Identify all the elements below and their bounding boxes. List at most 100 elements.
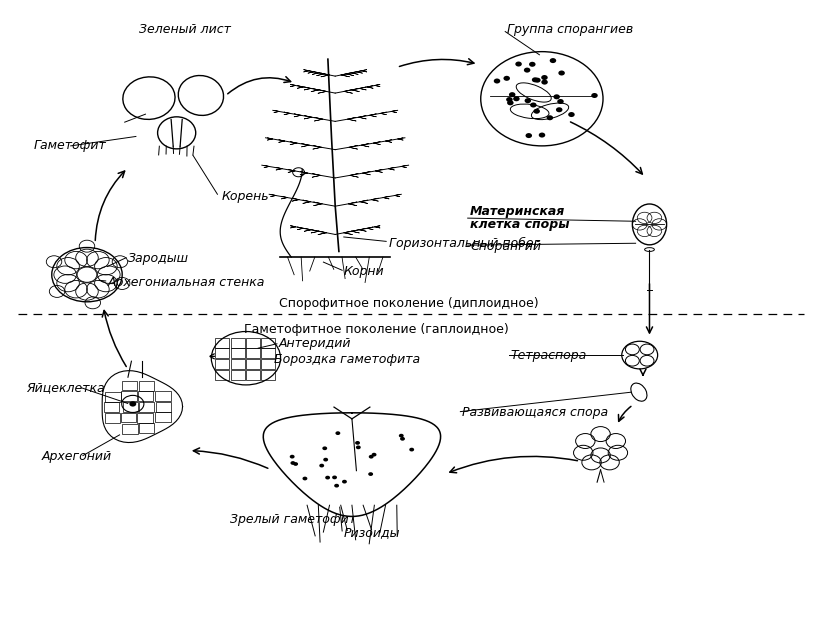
Text: Корни: Корни bbox=[344, 265, 384, 278]
Bar bbox=[231, 359, 245, 369]
Circle shape bbox=[400, 437, 405, 440]
Text: Гаметофит: Гаметофит bbox=[34, 139, 106, 152]
Text: Спорангий: Спорангий bbox=[470, 240, 542, 253]
Circle shape bbox=[542, 75, 548, 80]
Text: Зеленый лист: Зеленый лист bbox=[139, 23, 231, 36]
Circle shape bbox=[533, 109, 540, 114]
Bar bbox=[121, 391, 137, 401]
Circle shape bbox=[399, 433, 404, 437]
Bar bbox=[246, 348, 260, 358]
Bar bbox=[122, 380, 137, 391]
Text: Горизонтальный побег: Горизонтальный побег bbox=[389, 237, 540, 250]
Bar bbox=[138, 391, 154, 401]
Bar bbox=[215, 348, 230, 358]
Bar bbox=[261, 359, 275, 369]
Circle shape bbox=[303, 476, 308, 480]
Bar bbox=[106, 392, 120, 402]
Bar bbox=[155, 391, 171, 401]
Circle shape bbox=[525, 133, 532, 138]
Circle shape bbox=[326, 476, 330, 480]
Circle shape bbox=[503, 76, 510, 81]
Text: Тетраспора: Тетраспора bbox=[511, 348, 587, 362]
Text: Яйцеклетка: Яйцеклетка bbox=[26, 381, 105, 394]
Text: Развивающаяся спора: Развивающаяся спора bbox=[462, 406, 608, 420]
Circle shape bbox=[323, 457, 328, 461]
Bar bbox=[139, 380, 155, 391]
Bar bbox=[261, 348, 275, 358]
Circle shape bbox=[342, 480, 347, 483]
Bar bbox=[246, 370, 260, 380]
Bar bbox=[231, 370, 245, 380]
Circle shape bbox=[534, 78, 541, 83]
Circle shape bbox=[293, 462, 298, 466]
Text: Архегоний: Архегоний bbox=[43, 451, 112, 463]
Circle shape bbox=[290, 455, 294, 459]
Bar bbox=[156, 402, 172, 411]
Bar bbox=[261, 338, 275, 348]
Text: Ризоиды: Ризоиды bbox=[344, 526, 400, 539]
Bar bbox=[123, 424, 137, 433]
Circle shape bbox=[371, 453, 376, 457]
Circle shape bbox=[542, 80, 548, 85]
Circle shape bbox=[507, 100, 514, 105]
Bar bbox=[121, 413, 136, 422]
Text: клетка споры: клетка споры bbox=[470, 218, 569, 231]
Bar bbox=[215, 359, 230, 369]
Circle shape bbox=[524, 98, 531, 103]
Bar bbox=[139, 403, 155, 412]
Circle shape bbox=[591, 93, 598, 98]
Text: Корень: Корень bbox=[222, 190, 269, 203]
Text: Группа спорангиев: Группа спорангиев bbox=[507, 23, 633, 36]
Circle shape bbox=[494, 78, 501, 83]
Circle shape bbox=[322, 446, 327, 450]
Bar bbox=[155, 412, 171, 422]
Bar bbox=[261, 370, 275, 380]
Bar bbox=[231, 338, 245, 348]
Circle shape bbox=[355, 441, 360, 445]
Text: Спорофитное поколение (диплоидное): Спорофитное поколение (диплоидное) bbox=[279, 297, 539, 310]
Circle shape bbox=[356, 445, 361, 449]
Bar bbox=[123, 402, 138, 412]
Circle shape bbox=[524, 68, 530, 73]
Text: Антеридий: Антеридий bbox=[279, 338, 351, 350]
Circle shape bbox=[513, 97, 519, 102]
Bar bbox=[137, 413, 153, 423]
Bar bbox=[104, 402, 119, 412]
Bar bbox=[215, 338, 230, 348]
Circle shape bbox=[546, 115, 553, 121]
Circle shape bbox=[569, 112, 575, 117]
Circle shape bbox=[369, 455, 374, 459]
Circle shape bbox=[332, 476, 337, 480]
Circle shape bbox=[368, 472, 373, 476]
Circle shape bbox=[409, 448, 414, 451]
Text: Материнская: Материнская bbox=[470, 205, 565, 218]
Text: Зародыш: Зародыш bbox=[128, 252, 189, 266]
Text: Архегониальная стенка: Архегониальная стенка bbox=[107, 276, 265, 289]
Circle shape bbox=[559, 71, 565, 76]
Circle shape bbox=[509, 92, 515, 97]
Circle shape bbox=[129, 401, 137, 406]
Circle shape bbox=[515, 61, 522, 66]
Bar bbox=[105, 413, 120, 423]
Circle shape bbox=[550, 58, 556, 63]
Text: Зрелый гаметофит: Зрелый гаметофит bbox=[230, 513, 356, 526]
Circle shape bbox=[532, 78, 538, 82]
Bar bbox=[246, 338, 260, 348]
Circle shape bbox=[529, 62, 536, 67]
Bar bbox=[139, 423, 154, 433]
Circle shape bbox=[335, 484, 339, 488]
Circle shape bbox=[554, 94, 560, 99]
Circle shape bbox=[335, 431, 340, 435]
Circle shape bbox=[556, 107, 563, 112]
Bar bbox=[246, 359, 260, 369]
Text: Бороздка гаметофита: Бороздка гаметофита bbox=[275, 353, 420, 366]
Bar bbox=[215, 370, 230, 380]
Circle shape bbox=[557, 99, 564, 104]
Circle shape bbox=[506, 97, 513, 102]
Bar bbox=[231, 348, 245, 358]
Circle shape bbox=[319, 464, 324, 468]
Circle shape bbox=[539, 133, 546, 138]
Circle shape bbox=[530, 102, 537, 107]
Circle shape bbox=[290, 461, 295, 465]
Text: Гаметофитное поколение (гаплоидное): Гаметофитное поколение (гаплоидное) bbox=[244, 323, 509, 336]
